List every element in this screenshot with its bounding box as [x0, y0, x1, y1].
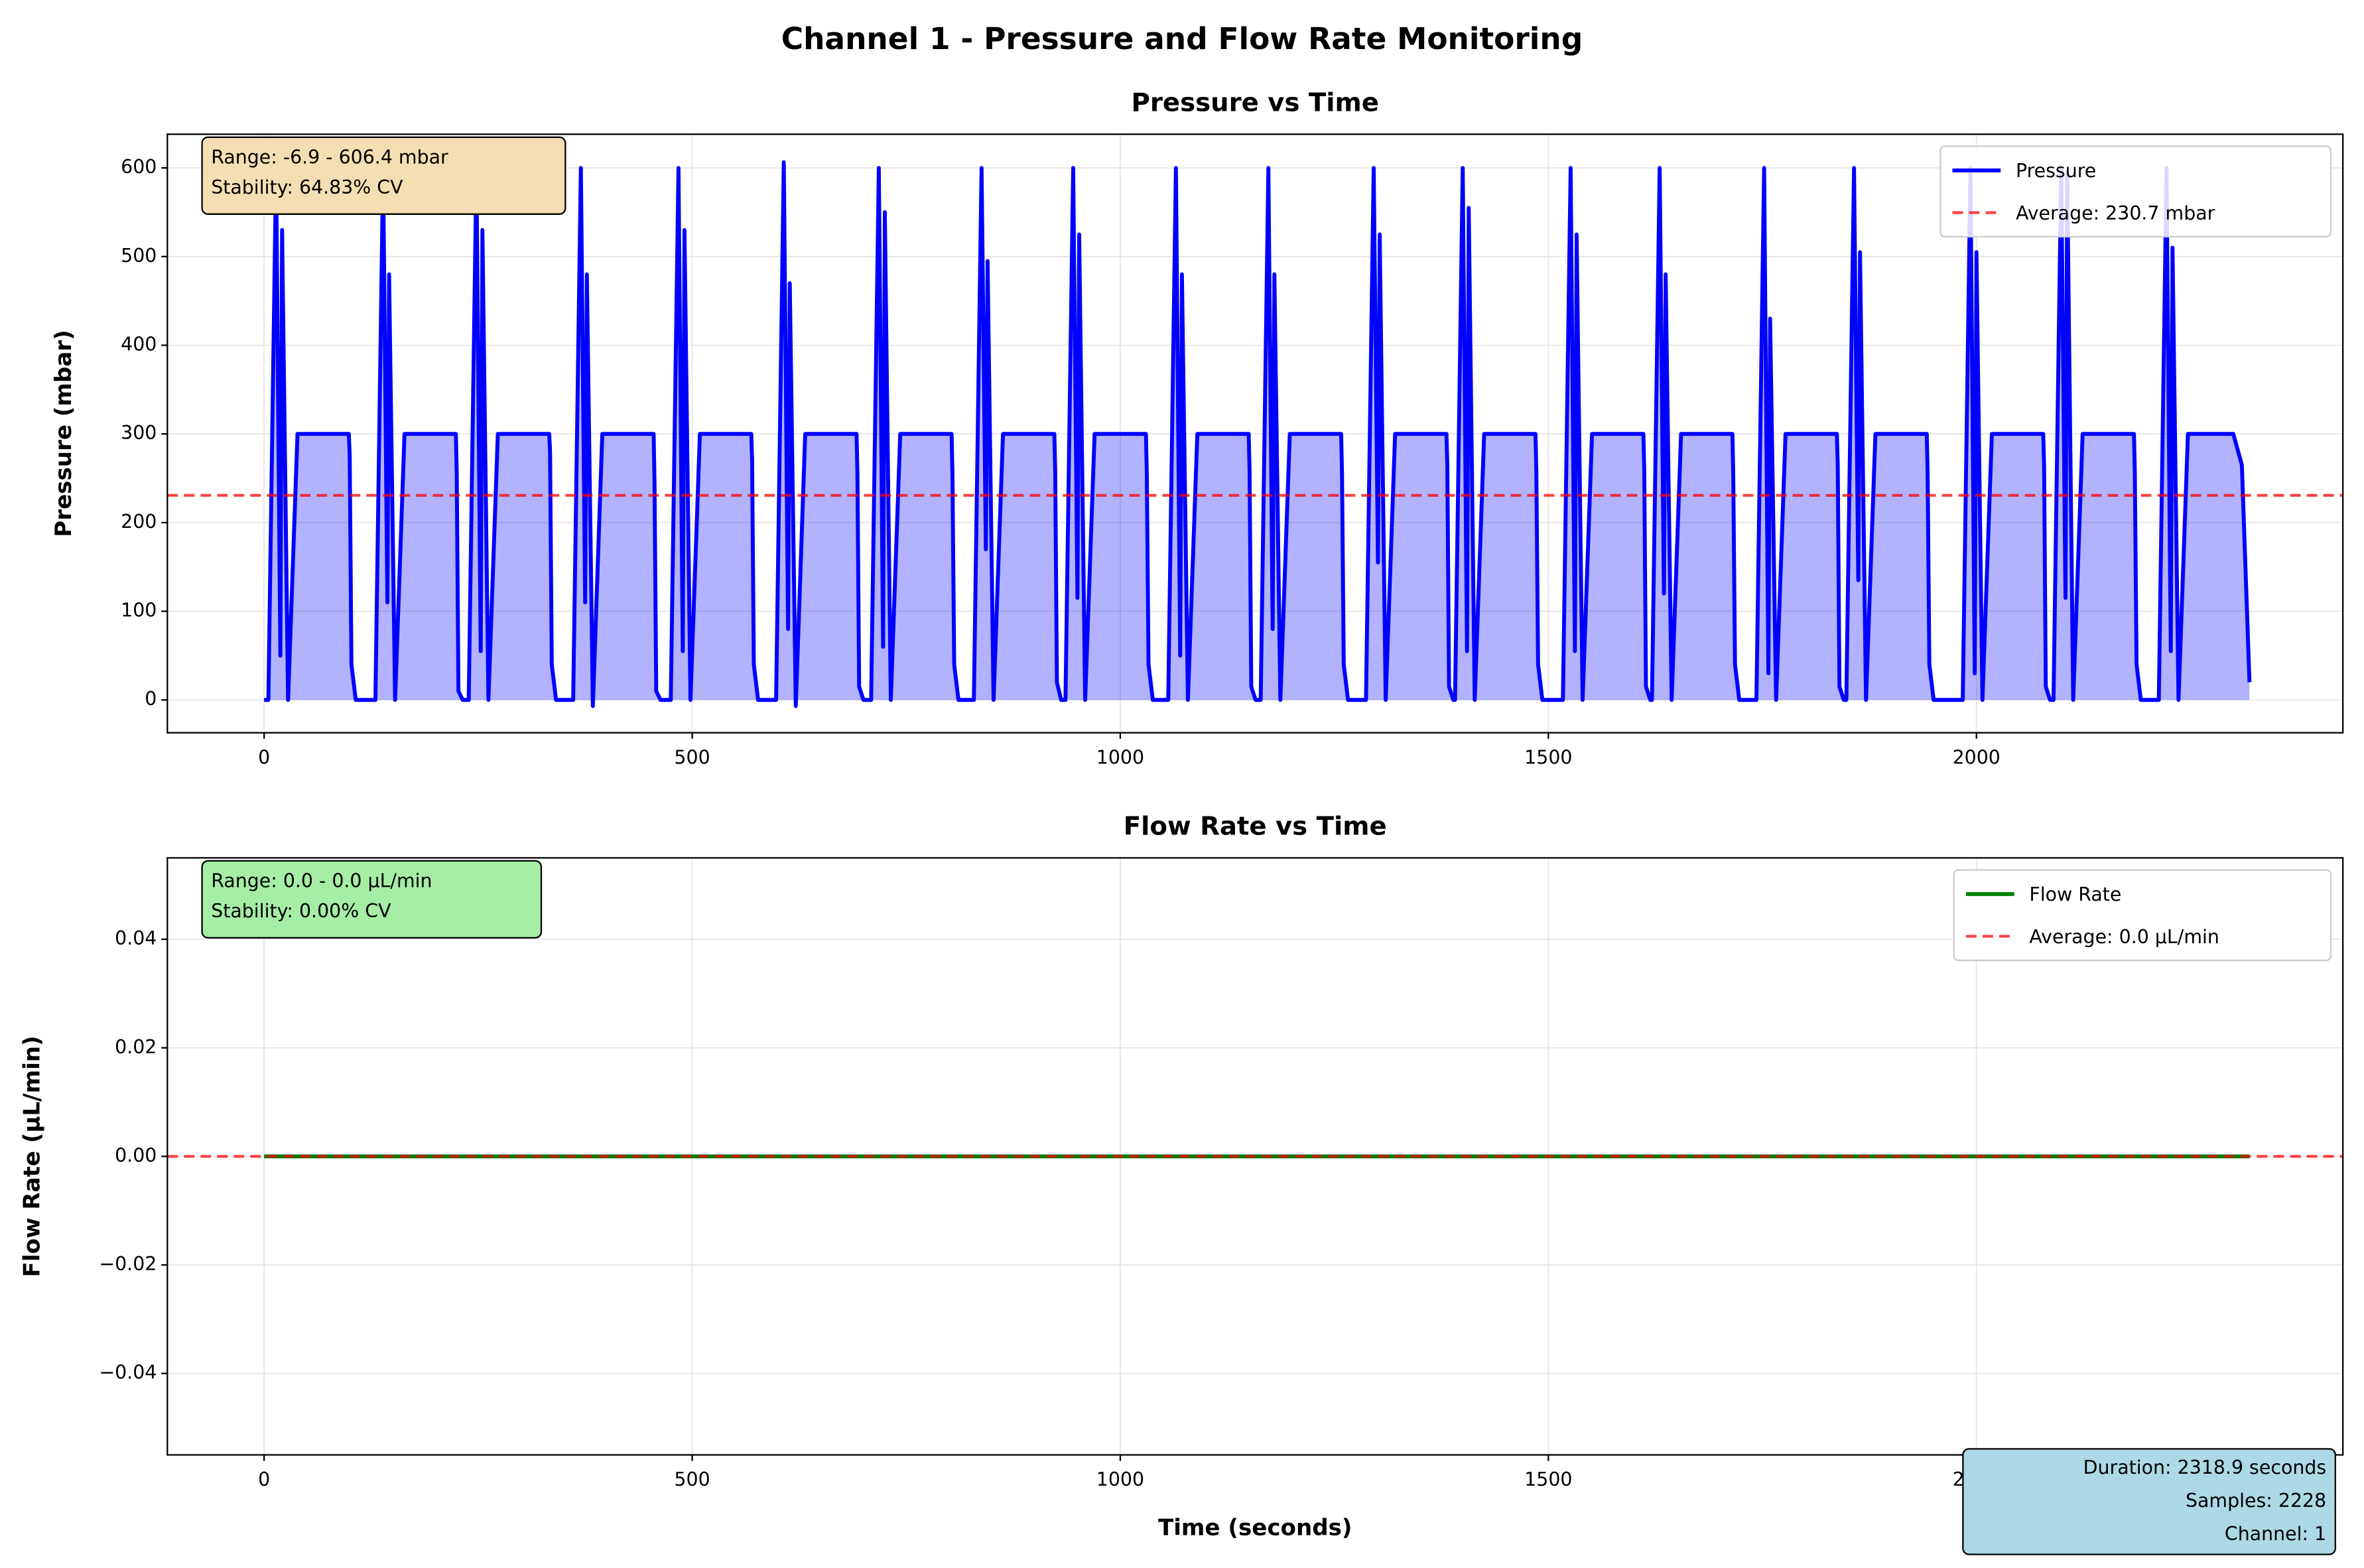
info-text: Duration: 2318.9 seconds	[2083, 1457, 2327, 1478]
area	[264, 162, 2250, 706]
panel-title: Pressure vs Time	[1132, 88, 1379, 117]
info-text: Samples: 2228	[2186, 1490, 2326, 1512]
y-tick-label: 0.02	[115, 1036, 157, 1058]
y-tick-label: 0.00	[115, 1144, 157, 1166]
y-tick-label: −0.02	[99, 1253, 157, 1275]
x-tick-label: 1000	[1096, 1469, 1144, 1490]
y-axis-label: Pressure (mbar)	[50, 330, 77, 537]
y-tick-label: 400	[121, 334, 157, 356]
y-tick-label: 500	[121, 245, 157, 267]
legend-label: Pressure	[2016, 160, 2096, 182]
x-tick-label: 1000	[1096, 746, 1144, 768]
y-tick-label: −0.04	[99, 1362, 157, 1384]
annotation-text: Stability: 0.00% CV	[211, 900, 391, 922]
x-tick-label: 500	[674, 746, 710, 768]
legend-label: Average: 0.0 µL/min	[2029, 926, 2219, 948]
x-tick-label: 500	[674, 1469, 710, 1490]
annotation-text: Range: -6.9 - 606.4 mbar	[211, 147, 448, 168]
info-text: Channel: 1	[2225, 1523, 2326, 1545]
figure-title: Channel 1 - Pressure and Flow Rate Monit…	[781, 21, 1583, 56]
y-tick-label: 0.04	[115, 927, 157, 949]
y-tick-label: 200	[121, 511, 157, 533]
panel-title: Flow Rate vs Time	[1124, 811, 1387, 841]
legend-label: Flow Rate	[2029, 883, 2121, 905]
series-line	[264, 160, 2252, 708]
info-box	[1962, 1448, 2336, 1555]
legend-box	[1939, 145, 2332, 238]
x-tick-label: 1500	[1524, 746, 1572, 768]
axes-frame	[166, 857, 2344, 1456]
annotation-text: Range: 0.0 - 0.0 µL/min	[211, 870, 432, 892]
x-tick-label: 2000	[1953, 746, 2001, 768]
y-axis-label: Flow Rate (µL/min)	[19, 1035, 46, 1277]
x-tick-label: 0	[258, 746, 270, 768]
annotation-box	[201, 860, 543, 939]
legend-box	[1953, 869, 2332, 962]
y-tick-label: 0	[145, 688, 157, 710]
x-axis-label: Time (seconds)	[1158, 1514, 1352, 1541]
y-tick-label: 600	[121, 156, 157, 178]
legend-label: Average: 230.7 mbar	[2016, 202, 2215, 224]
x-tick-label: 0	[258, 1469, 270, 1490]
axes-frame	[166, 133, 2344, 734]
x-tick-label: 1500	[1524, 1469, 1572, 1490]
y-tick-label: 300	[121, 422, 157, 444]
annotation-text: Stability: 64.83% CV	[211, 176, 403, 198]
annotation-box	[201, 136, 566, 215]
y-tick-label: 100	[121, 600, 157, 621]
